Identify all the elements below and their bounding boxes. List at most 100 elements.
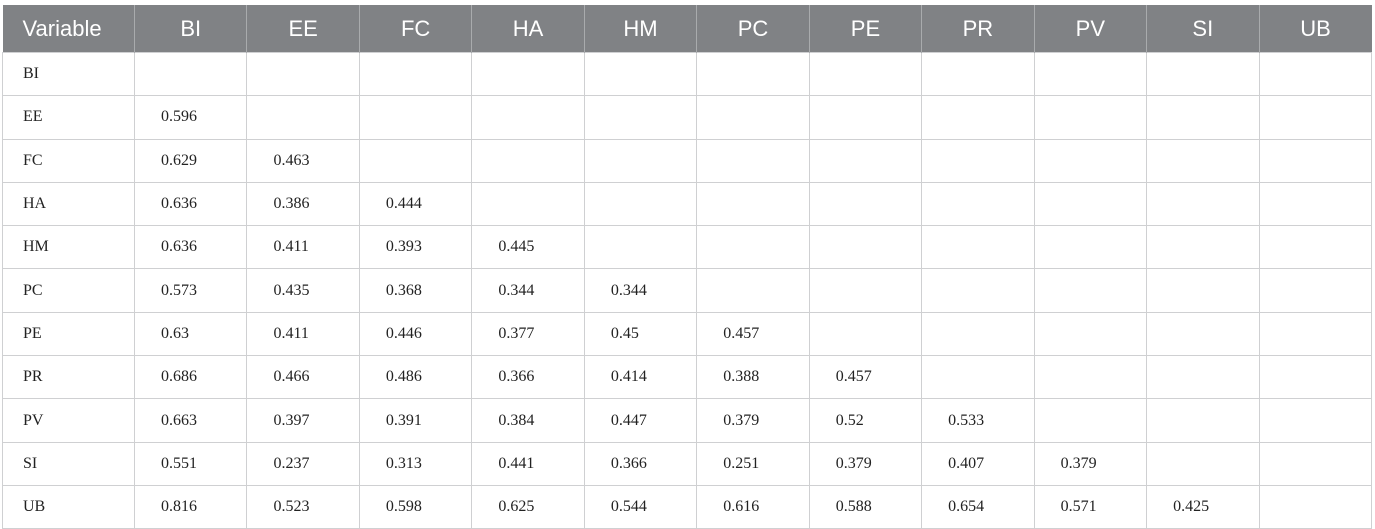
value-cell: 0.457 (808, 355, 923, 400)
value-cell: 0.368 (358, 268, 473, 313)
empty-cell (1146, 311, 1260, 357)
empty-cell (921, 95, 1035, 140)
header-cell: BI (133, 5, 247, 53)
value-cell: 0.533 (921, 398, 1035, 443)
empty-cell (1033, 181, 1148, 227)
empty-cell (1258, 95, 1373, 140)
value-cell: 0.251 (696, 441, 810, 486)
empty-cell (696, 95, 810, 140)
empty-cell (1033, 95, 1148, 140)
empty-cell (1146, 95, 1260, 140)
empty-cell (133, 51, 248, 97)
value-cell: 0.654 (921, 484, 1035, 529)
value-cell: 0.63 (133, 311, 248, 357)
value-cell: 0.435 (246, 268, 360, 313)
value-cell: 0.344 (471, 268, 585, 313)
header-cell: EE (246, 5, 360, 53)
table-row: PV 0.663 0.397 0.391 0.384 0.447 0.379 0.52 0.53… (2, 398, 1373, 443)
header-cell: PV (1033, 5, 1147, 53)
empty-cell (471, 138, 585, 183)
empty-cell (921, 181, 1035, 227)
empty-cell (246, 51, 360, 97)
empty-cell (1258, 225, 1373, 270)
header-cell: HA (471, 5, 585, 53)
empty-cell (1258, 355, 1373, 400)
empty-cell (1258, 441, 1373, 486)
value-cell: 0.388 (696, 355, 810, 400)
value-cell: 0.596 (133, 95, 248, 140)
value-cell: 0.407 (921, 441, 1035, 486)
value-cell: 0.571 (1033, 484, 1148, 529)
empty-cell (808, 138, 923, 183)
row-label: PR (2, 355, 135, 400)
value-cell: 0.366 (471, 355, 585, 400)
value-cell: 0.379 (808, 441, 923, 486)
header-row: Variable BI EE FC HA HM PC PE PR PV SI UB (2, 5, 1372, 53)
empty-cell (1146, 138, 1260, 183)
row-label: HA (2, 181, 135, 227)
value-cell: 0.391 (358, 398, 473, 443)
empty-cell (1258, 138, 1373, 183)
header-cell: SI (1146, 5, 1260, 53)
empty-cell (358, 95, 473, 140)
empty-cell (1258, 51, 1373, 97)
value-cell: 0.573 (133, 268, 248, 313)
empty-cell (471, 51, 585, 97)
empty-cell (583, 225, 698, 270)
table-row: BI (2, 51, 1373, 97)
value-cell: 0.663 (133, 398, 248, 443)
row-label: UB (2, 484, 135, 529)
header-cell: FC (358, 5, 472, 53)
empty-cell (696, 225, 810, 270)
table-row: PR 0.686 0.466 0.486 0.366 0.414 0.388 0.457 (2, 355, 1373, 400)
value-cell: 0.463 (246, 138, 360, 183)
empty-cell (1033, 138, 1148, 183)
empty-cell (583, 95, 698, 140)
table-row: HM 0.636 0.411 0.393 0.445 (2, 225, 1373, 270)
row-label: EE (2, 95, 135, 140)
row-label: PV (2, 398, 135, 443)
row-label: FC (2, 138, 135, 183)
value-cell: 0.447 (583, 398, 698, 443)
empty-cell (921, 311, 1035, 357)
empty-cell (808, 225, 923, 270)
value-cell: 0.237 (246, 441, 360, 486)
empty-cell (583, 138, 698, 183)
value-cell: 0.384 (471, 398, 585, 443)
empty-cell (583, 181, 698, 227)
empty-cell (921, 138, 1035, 183)
empty-cell (1033, 51, 1148, 97)
value-cell: 0.411 (246, 311, 360, 357)
empty-cell (1033, 225, 1148, 270)
empty-cell (1258, 311, 1373, 357)
value-cell: 0.52 (808, 398, 923, 443)
value-cell: 0.441 (471, 441, 585, 486)
value-cell: 0.393 (358, 225, 473, 270)
header-cell: PR (921, 5, 1035, 53)
table-row: HA 0.636 0.386 0.444 (2, 181, 1373, 227)
value-cell: 0.446 (358, 311, 473, 357)
empty-cell (808, 268, 923, 313)
empty-cell (1258, 181, 1373, 227)
row-label: PC (2, 268, 135, 313)
empty-cell (1258, 398, 1373, 443)
header-cell: PC (696, 5, 810, 53)
empty-cell (696, 51, 810, 97)
value-cell: 0.686 (133, 355, 248, 400)
header-cell: HM (583, 5, 697, 53)
empty-cell (921, 355, 1035, 400)
empty-cell (1033, 398, 1148, 443)
empty-cell (808, 51, 923, 97)
value-cell: 0.636 (133, 181, 248, 227)
empty-cell (921, 225, 1035, 270)
value-cell: 0.629 (133, 138, 248, 183)
empty-cell (808, 311, 923, 357)
empty-cell (358, 138, 473, 183)
empty-cell (1146, 225, 1260, 270)
row-label: SI (2, 441, 135, 486)
empty-cell (696, 181, 810, 227)
empty-cell (1258, 484, 1373, 529)
empty-cell (808, 181, 923, 227)
empty-cell (358, 51, 473, 97)
value-cell: 0.636 (133, 225, 248, 270)
